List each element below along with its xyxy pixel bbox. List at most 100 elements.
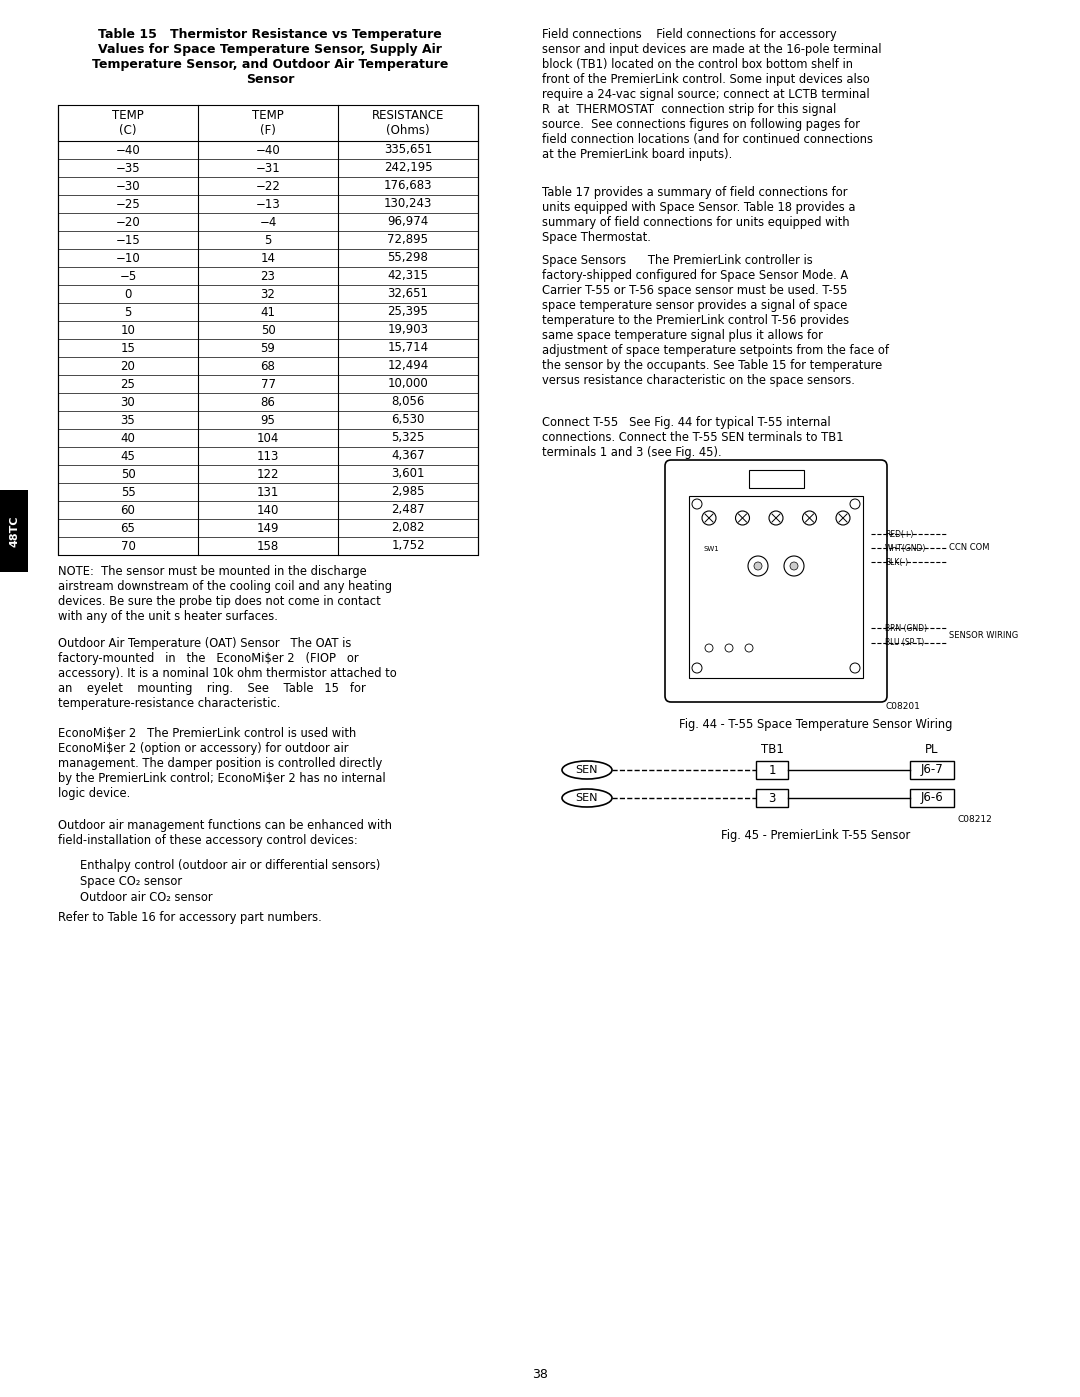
Circle shape xyxy=(784,556,804,576)
Circle shape xyxy=(705,644,713,652)
Text: 104: 104 xyxy=(257,432,280,444)
Text: SENSOR WIRING: SENSOR WIRING xyxy=(949,631,1018,640)
Text: −5: −5 xyxy=(120,270,137,282)
Text: 77: 77 xyxy=(260,377,275,391)
Text: −30: −30 xyxy=(116,179,140,193)
Text: −13: −13 xyxy=(256,197,281,211)
Text: 30: 30 xyxy=(121,395,135,408)
Text: Table 17 provides a summary of field connections for
units equipped with Space S: Table 17 provides a summary of field con… xyxy=(542,186,855,244)
Text: −22: −22 xyxy=(256,179,281,193)
Text: PL: PL xyxy=(926,743,939,756)
Text: C08201: C08201 xyxy=(886,703,921,711)
Circle shape xyxy=(802,511,816,525)
Text: C08212: C08212 xyxy=(957,814,993,824)
Circle shape xyxy=(725,644,733,652)
Text: 72,895: 72,895 xyxy=(388,233,429,246)
Text: Connect T-55   See Fig. 44 for typical T-55 internal
connections. Connect the T-: Connect T-55 See Fig. 44 for typical T-5… xyxy=(542,416,843,460)
Text: 0: 0 xyxy=(124,288,132,300)
Text: BLK(-): BLK(-) xyxy=(885,557,908,567)
Text: Refer to Table 16 for accessory part numbers.: Refer to Table 16 for accessory part num… xyxy=(58,911,322,923)
Text: 45: 45 xyxy=(121,450,135,462)
Text: 55,298: 55,298 xyxy=(388,251,429,264)
Text: 32: 32 xyxy=(260,288,275,300)
Text: −4: −4 xyxy=(259,215,276,229)
Bar xyxy=(689,496,863,678)
Text: 23: 23 xyxy=(260,270,275,282)
Text: 38: 38 xyxy=(532,1368,548,1382)
Bar xyxy=(910,789,954,807)
Text: 140: 140 xyxy=(257,503,280,517)
Text: 5: 5 xyxy=(124,306,132,319)
Text: 1: 1 xyxy=(768,764,775,777)
Text: 12,494: 12,494 xyxy=(388,359,429,373)
Text: TEMP
(F): TEMP (F) xyxy=(252,109,284,137)
Text: 86: 86 xyxy=(260,395,275,408)
Text: −31: −31 xyxy=(256,162,281,175)
Text: RED(+): RED(+) xyxy=(885,529,914,538)
Circle shape xyxy=(769,511,783,525)
Text: TB1: TB1 xyxy=(760,743,783,756)
Text: 59: 59 xyxy=(260,341,275,355)
Circle shape xyxy=(850,664,860,673)
Text: EconoMi$er 2   The PremierLink control is used with
EconoMi$er 2 (option or acce: EconoMi$er 2 The PremierLink control is … xyxy=(58,726,386,800)
Text: 25: 25 xyxy=(121,377,135,391)
Text: Outdoor Air Temperature (OAT) Sensor   The OAT is
factory-mounted   in   the   E: Outdoor Air Temperature (OAT) Sensor The… xyxy=(58,637,396,710)
Text: 48TC: 48TC xyxy=(9,515,19,546)
Text: 14: 14 xyxy=(260,251,275,264)
Circle shape xyxy=(836,511,850,525)
Text: 2,082: 2,082 xyxy=(391,521,424,535)
Text: −15: −15 xyxy=(116,233,140,246)
Text: TEMP
(C): TEMP (C) xyxy=(112,109,144,137)
Text: RESISTANCE
(Ohms): RESISTANCE (Ohms) xyxy=(372,109,444,137)
Text: 41: 41 xyxy=(260,306,275,319)
Text: 130,243: 130,243 xyxy=(383,197,432,211)
Circle shape xyxy=(735,511,750,525)
Circle shape xyxy=(692,499,702,509)
Text: 4,367: 4,367 xyxy=(391,450,424,462)
Text: 131: 131 xyxy=(257,486,280,499)
Text: 6,530: 6,530 xyxy=(391,414,424,426)
Text: Fig. 44 - T-55 Space Temperature Sensor Wiring: Fig. 44 - T-55 Space Temperature Sensor … xyxy=(679,718,953,731)
Text: 50: 50 xyxy=(121,468,135,481)
Text: 2,985: 2,985 xyxy=(391,486,424,499)
Text: 149: 149 xyxy=(257,521,280,535)
Text: −35: −35 xyxy=(116,162,140,175)
Text: 176,683: 176,683 xyxy=(383,179,432,193)
Text: Enthalpy control (outdoor air or differential sensors): Enthalpy control (outdoor air or differe… xyxy=(80,859,380,872)
Text: CCN COM: CCN COM xyxy=(949,543,989,552)
Circle shape xyxy=(748,556,768,576)
Text: 122: 122 xyxy=(257,468,280,481)
Text: −10: −10 xyxy=(116,251,140,264)
Bar xyxy=(748,469,804,488)
Text: 15: 15 xyxy=(121,341,135,355)
Text: Outdoor air CO₂ sensor: Outdoor air CO₂ sensor xyxy=(80,891,213,904)
Text: J6-6: J6-6 xyxy=(920,792,943,805)
Bar xyxy=(58,105,478,555)
Ellipse shape xyxy=(562,761,612,780)
Text: −25: −25 xyxy=(116,197,140,211)
Text: 158: 158 xyxy=(257,539,279,552)
Text: SW1: SW1 xyxy=(703,546,719,552)
Text: 10,000: 10,000 xyxy=(388,377,429,391)
Text: BLU (SP T): BLU (SP T) xyxy=(885,638,924,647)
Text: 3: 3 xyxy=(768,792,775,805)
Text: −40: −40 xyxy=(116,144,140,156)
Text: 20: 20 xyxy=(121,359,135,373)
Ellipse shape xyxy=(562,789,612,807)
Text: Outdoor air management functions can be enhanced with
field-installation of thes: Outdoor air management functions can be … xyxy=(58,819,392,847)
Text: 19,903: 19,903 xyxy=(388,324,429,337)
Text: 113: 113 xyxy=(257,450,280,462)
Bar xyxy=(910,761,954,780)
Text: 96,974: 96,974 xyxy=(388,215,429,229)
Text: NOTE:  The sensor must be mounted in the discharge
airstream downstream of the c: NOTE: The sensor must be mounted in the … xyxy=(58,564,392,623)
Circle shape xyxy=(754,562,762,570)
Text: −20: −20 xyxy=(116,215,140,229)
Circle shape xyxy=(789,562,798,570)
Bar xyxy=(756,761,788,780)
Text: −40: −40 xyxy=(256,144,281,156)
Text: BRN (GND): BRN (GND) xyxy=(885,623,927,633)
Text: 10: 10 xyxy=(121,324,135,337)
Text: 3,601: 3,601 xyxy=(391,468,424,481)
Circle shape xyxy=(745,644,753,652)
Bar xyxy=(0,490,28,571)
